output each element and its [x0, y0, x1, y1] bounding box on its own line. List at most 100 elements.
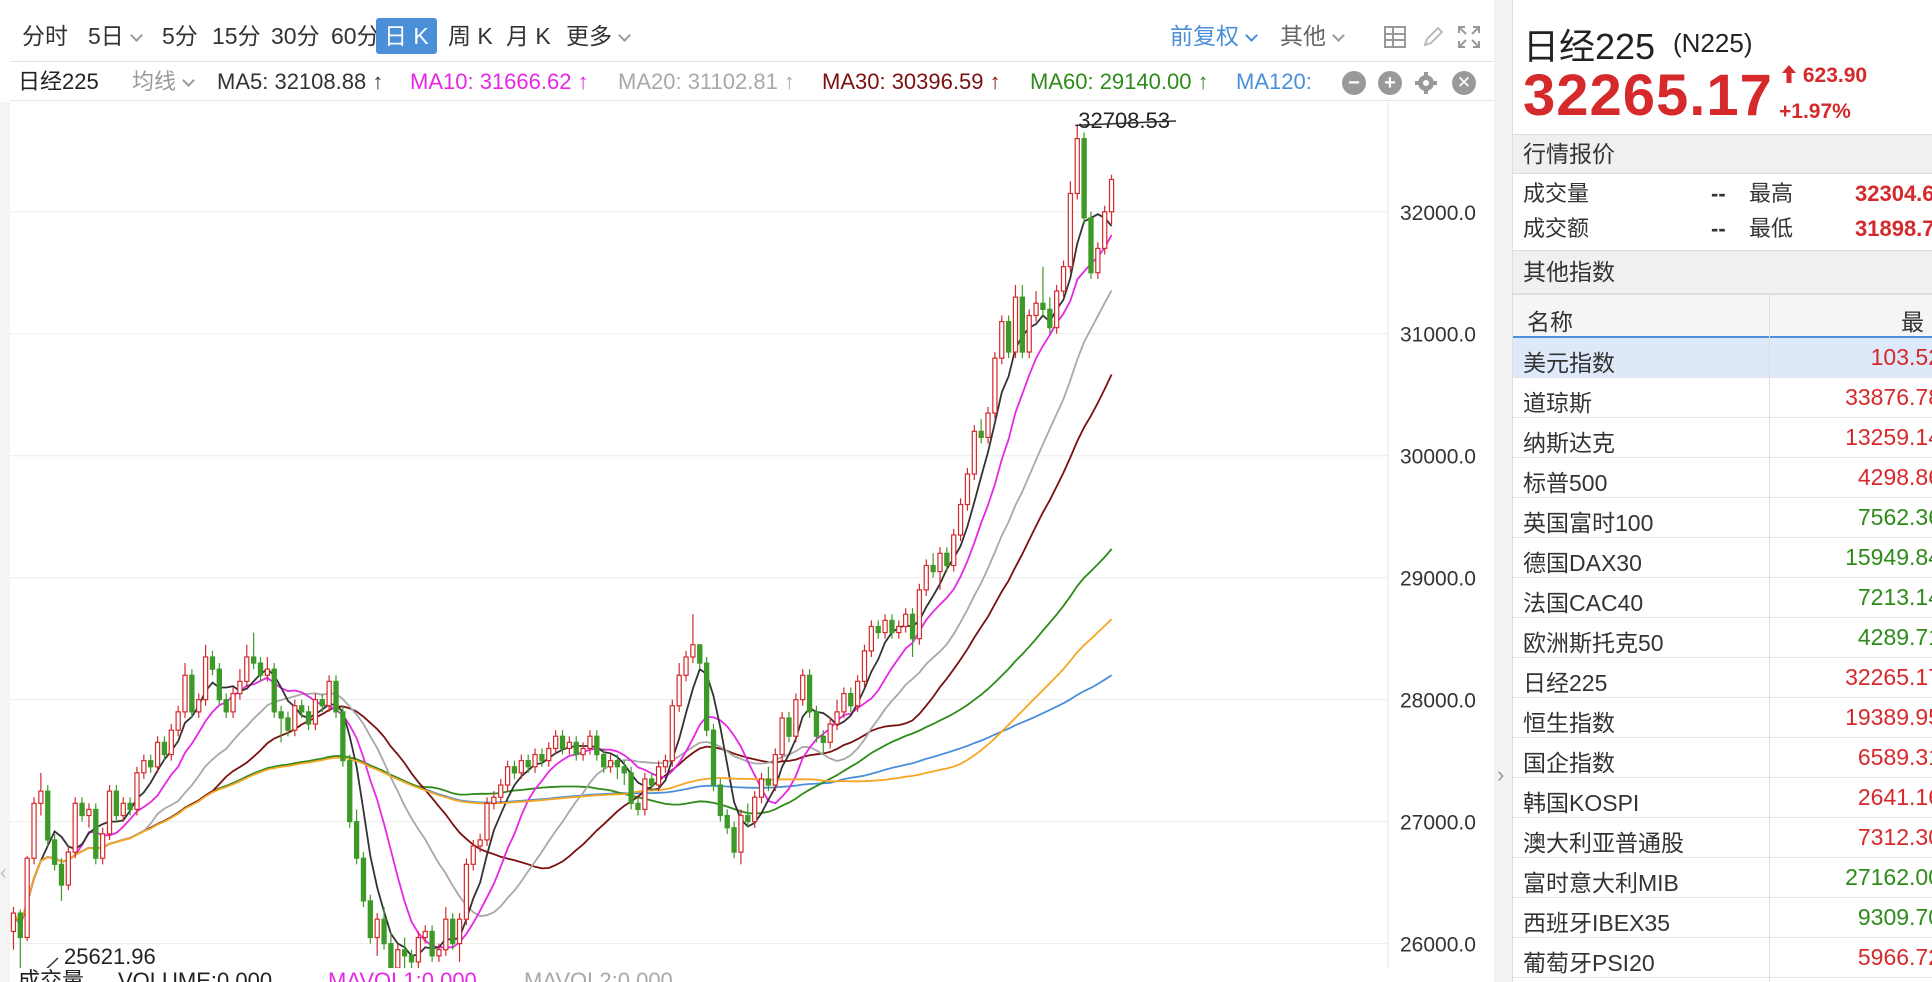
- ma-type-label: 均线: [132, 69, 177, 94]
- candle: [216, 663, 222, 706]
- candle: [731, 821, 737, 859]
- tab-5day[interactable]: 5日: [80, 18, 149, 54]
- index-row[interactable]: 富时意大利MIB 27162.00: [1513, 858, 1932, 898]
- close-icon[interactable]: ✕: [1452, 71, 1476, 95]
- tab-5min[interactable]: 5分: [162, 23, 198, 49]
- candle: [621, 760, 627, 786]
- tab-60min[interactable]: 60分: [331, 23, 380, 49]
- candle: [601, 748, 607, 773]
- index-row[interactable]: 韩国KOSPI 2641.16: [1513, 778, 1932, 818]
- index-row[interactable]: 纳斯达克 13259.14: [1513, 418, 1932, 458]
- candle-body: [24, 857, 30, 939]
- index-row[interactable]: 西班牙IBEX35 9309.70: [1513, 898, 1932, 938]
- candle-body: [319, 699, 325, 707]
- candle-body: [662, 760, 669, 768]
- candle: [889, 614, 895, 639]
- candle-body: [738, 814, 744, 853]
- index-row[interactable]: 英国富时100 7562.36: [1513, 498, 1932, 538]
- candle-body: [106, 790, 113, 835]
- candle-body: [443, 918, 449, 951]
- tab-timeshare[interactable]: 分时: [22, 23, 68, 49]
- candle-body: [1026, 314, 1032, 353]
- candle-body: [655, 766, 662, 786]
- index-value: 4298.86: [1857, 464, 1932, 490]
- candle-body: [58, 863, 65, 886]
- candle-body: [305, 711, 312, 725]
- index-row[interactable]: 恒生指数 19389.95: [1513, 698, 1932, 738]
- adjust-dropdown[interactable]: 前复权: [1170, 18, 1258, 54]
- index-name: 韩国KOSPI: [1523, 790, 1640, 816]
- candle: [374, 913, 380, 956]
- candle-body: [868, 625, 875, 652]
- candle-body: [408, 955, 415, 963]
- candle: [1088, 211, 1094, 279]
- fullscreen-icon[interactable]: [1456, 24, 1482, 50]
- tab-more[interactable]: 更多: [558, 18, 637, 54]
- candle-body: [498, 784, 504, 798]
- candle: [113, 785, 120, 822]
- tab-30min[interactable]: 30分: [271, 23, 320, 49]
- index-row[interactable]: 国企指数 6589.31: [1513, 738, 1932, 778]
- tab-monthly-k[interactable]: 月 K: [506, 23, 551, 49]
- minus-icon[interactable]: −: [1342, 71, 1366, 95]
- candlestick-chart[interactable]: 32000.0 31000.0 30000.0 29000.0 28000.0 27000…: [10, 102, 1494, 968]
- candle-body: [367, 900, 373, 939]
- candle-body: [992, 357, 998, 414]
- col-name-header[interactable]: 名称: [1527, 309, 1573, 335]
- index-row[interactable]: 美元指数 103.52: [1513, 338, 1932, 378]
- index-row[interactable]: 标普500 4298.86: [1513, 458, 1932, 498]
- candle: [271, 663, 277, 718]
- candle: [51, 833, 58, 871]
- candle-body: [978, 430, 984, 439]
- candle-body: [566, 741, 573, 750]
- index-row[interactable]: 日经225 32265.17: [1513, 658, 1932, 698]
- index-row[interactable]: 道琼斯 33876.78: [1513, 378, 1932, 418]
- candle: [209, 650, 216, 676]
- ma-type-dropdown[interactable]: 均线: [132, 68, 195, 96]
- candle-body: [635, 802, 641, 811]
- candle: [148, 754, 154, 773]
- gear-icon[interactable]: [1414, 71, 1438, 95]
- candle: [38, 772, 44, 816]
- candle-body: [848, 692, 854, 707]
- candle-body: [896, 625, 902, 634]
- index-row[interactable]: 澳大利亚普通股 7312.30: [1513, 818, 1932, 858]
- high-label: 最高: [1749, 181, 1794, 206]
- index-value: 4289.71: [1857, 624, 1932, 650]
- candle-body: [415, 936, 422, 963]
- panel-splitter[interactable]: ›: [1494, 0, 1512, 982]
- candle: [635, 797, 641, 816]
- candle-body: [841, 692, 847, 713]
- index-row[interactable]: 葡萄牙PSI20 5966.72: [1513, 938, 1932, 978]
- candle-body: [374, 918, 380, 939]
- candle-body: [628, 772, 634, 804]
- candle: [72, 797, 78, 859]
- candle: [99, 827, 106, 865]
- pencil-icon[interactable]: [1420, 24, 1446, 50]
- candle: [628, 766, 634, 810]
- index-name: 澳大利亚普通股: [1523, 830, 1684, 856]
- adjust-label: 前复权: [1170, 23, 1239, 49]
- candle: [319, 693, 325, 712]
- candle: [944, 547, 950, 572]
- candle: [1102, 205, 1108, 255]
- grid-layout-icon[interactable]: [1382, 24, 1408, 50]
- other-label: 其他: [1280, 23, 1326, 49]
- candle-body: [340, 711, 346, 762]
- candle: [642, 772, 648, 816]
- candle-body: [333, 680, 339, 713]
- chevron-left-icon[interactable]: ‹: [0, 862, 7, 884]
- candle: [834, 699, 840, 731]
- index-row[interactable]: 法国CAC40 7213.14: [1513, 578, 1932, 618]
- candle-body: [271, 668, 277, 713]
- plus-icon[interactable]: +: [1378, 71, 1402, 95]
- tab-daily-k[interactable]: 日 K: [376, 18, 437, 54]
- index-row[interactable]: 欧洲斯托克50 4289.71: [1513, 618, 1932, 658]
- candle-body: [1047, 308, 1053, 329]
- tab-15min[interactable]: 15分: [212, 23, 261, 49]
- chevron-right-icon[interactable]: ›: [1497, 762, 1505, 787]
- market-section-header: 行情报价: [1513, 134, 1932, 174]
- tab-weekly-k[interactable]: 周 K: [448, 23, 493, 49]
- other-dropdown[interactable]: 其他: [1280, 18, 1345, 54]
- index-row[interactable]: 德国DAX30 15949.84: [1513, 538, 1932, 578]
